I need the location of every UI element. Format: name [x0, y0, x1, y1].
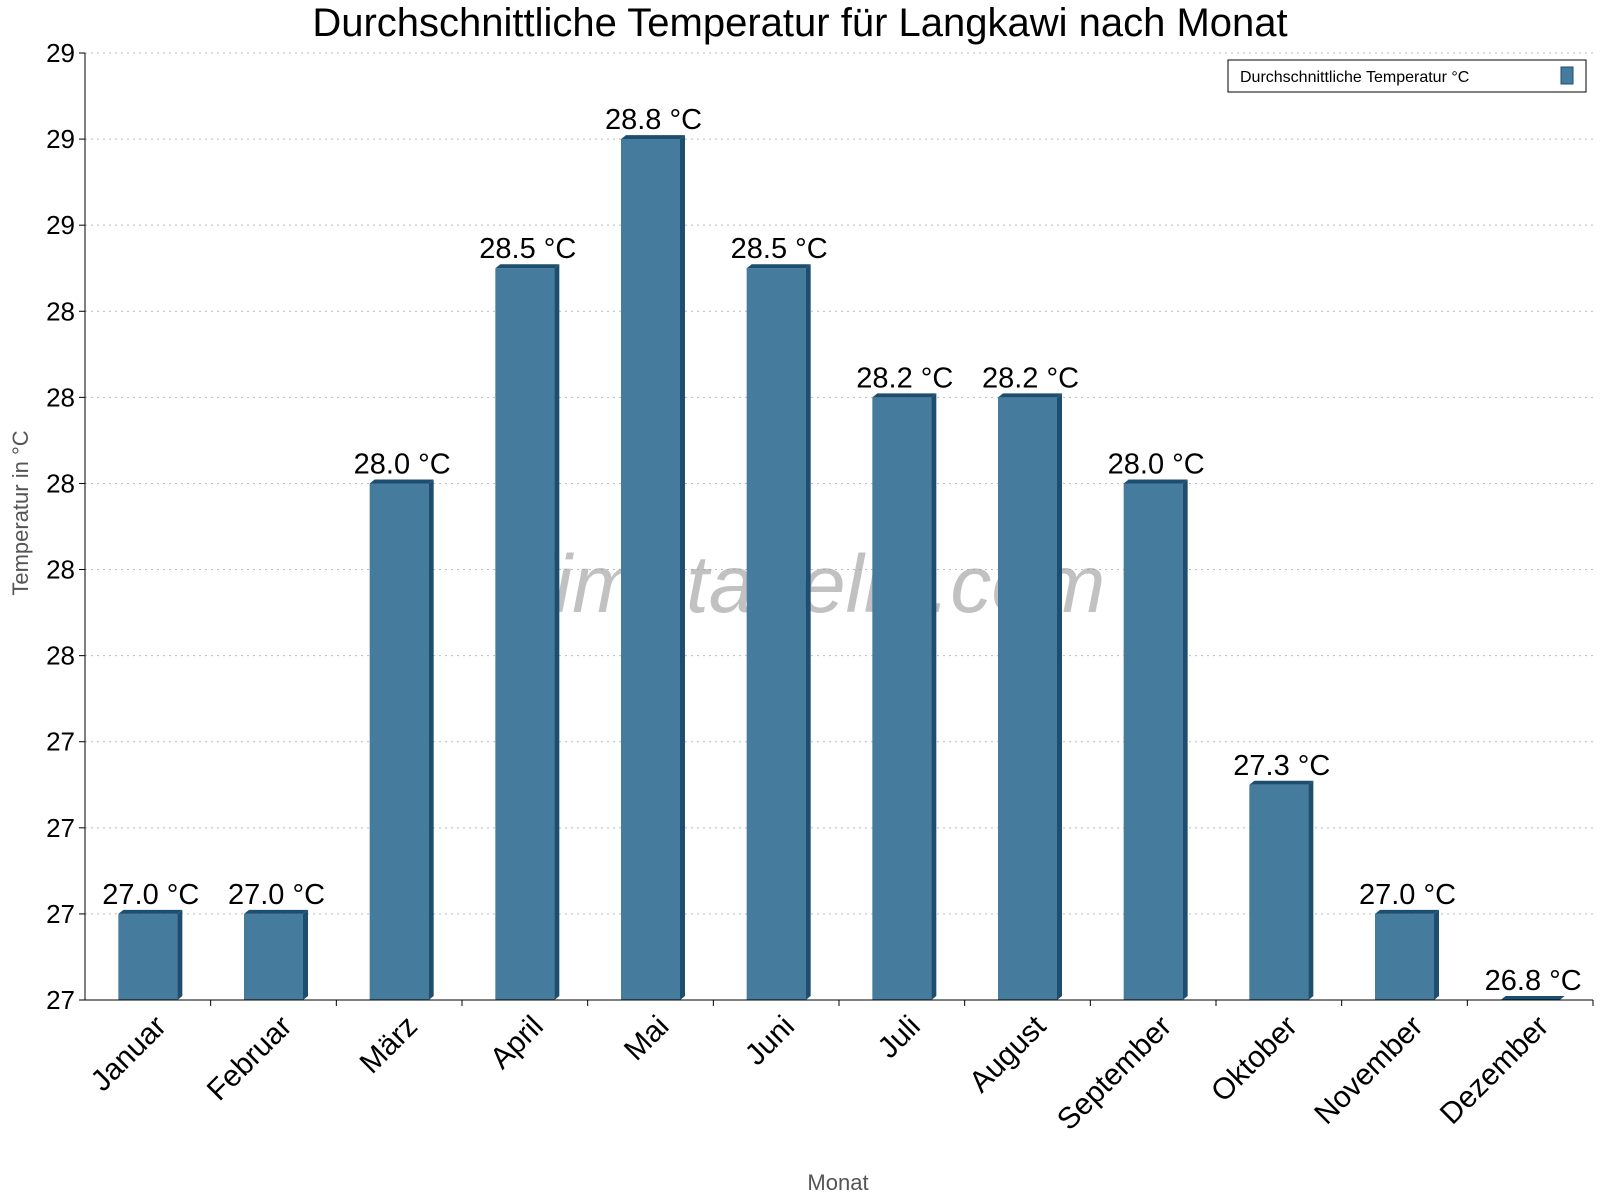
- data-label: 28.2 °C: [982, 362, 1079, 394]
- bar-side: [303, 909, 308, 1000]
- bar-side: [805, 264, 811, 1000]
- bar: [621, 139, 680, 1000]
- bar-side: [428, 479, 434, 1000]
- y-tick-label: 28: [46, 382, 75, 412]
- data-label: 28.0 °C: [1108, 448, 1205, 480]
- data-label: 28.0 °C: [354, 448, 451, 480]
- bar-side: [1308, 780, 1314, 1000]
- y-tick-label: 27: [46, 813, 75, 843]
- y-tick-label: 28: [46, 641, 75, 671]
- bar: [872, 397, 932, 1000]
- bar-top: [118, 909, 183, 914]
- x-tick-label: April: [484, 1010, 550, 1076]
- x-tick-label: März: [354, 1010, 424, 1080]
- bar-side: [931, 393, 937, 1000]
- x-tick-label: Juni: [739, 1010, 801, 1072]
- bar-side: [1057, 393, 1062, 1000]
- bar: [998, 397, 1057, 1000]
- y-tick-label: 28: [46, 555, 75, 585]
- bar-side: [177, 909, 183, 1000]
- bar-side: [1182, 479, 1188, 1000]
- data-label: 28.5 °C: [731, 233, 828, 265]
- data-label: 27.0 °C: [102, 879, 199, 911]
- bar-top: [369, 479, 434, 484]
- data-label: 26.8 °C: [1485, 965, 1582, 997]
- x-tick-label: November: [1308, 1010, 1429, 1131]
- data-label: 27.0 °C: [228, 879, 325, 911]
- bar-top: [1249, 780, 1314, 785]
- x-tick-label: August: [963, 1009, 1053, 1099]
- bar: [1123, 483, 1183, 1000]
- x-tick-label: Januar: [85, 1010, 173, 1098]
- y-tick-label: 29: [46, 124, 75, 154]
- grid: [85, 52, 1593, 915]
- legend-label: Durchschnittliche Temperatur °C: [1240, 69, 1469, 86]
- x-axis-label: Monat: [807, 1170, 868, 1195]
- chart-title: Durchschnittliche Temperatur für Langkaw…: [312, 1, 1287, 45]
- bar-top: [1500, 996, 1565, 1000]
- bar-top: [998, 393, 1062, 398]
- bar-top: [244, 909, 308, 914]
- x-tick-label: Oktober: [1205, 1010, 1304, 1109]
- y-axis-label: Temperatur in °C: [8, 430, 33, 595]
- x-tick-label: Dezember: [1434, 1010, 1555, 1131]
- bar: [1375, 913, 1434, 1000]
- bar-top: [1375, 909, 1439, 914]
- bar: [746, 268, 806, 1000]
- bar-top: [872, 393, 937, 398]
- bar-side: [554, 264, 560, 1000]
- bar-top: [746, 264, 811, 269]
- bar: [495, 268, 555, 1000]
- data-label: 28.8 °C: [605, 104, 702, 136]
- bar: [244, 913, 303, 1000]
- x-tick-label: Juli: [872, 1010, 927, 1065]
- bar: [369, 483, 429, 1000]
- y-tick-label: 27: [46, 899, 75, 929]
- data-label: 28.2 °C: [856, 362, 953, 394]
- legend-swatch: [1560, 66, 1574, 85]
- bar-top: [495, 264, 560, 269]
- y-tick-label: 27: [46, 985, 75, 1015]
- y-tick-label: 29: [46, 210, 75, 240]
- legend[interactable]: Durchschnittliche Temperatur °C: [1227, 59, 1587, 93]
- bar-side: [1434, 909, 1439, 1000]
- y-tick-label: 29: [46, 38, 75, 68]
- data-label: 28.5 °C: [479, 233, 576, 265]
- x-tick-label: Mai: [618, 1010, 676, 1068]
- y-tick-label: 28: [46, 296, 75, 326]
- bar-top: [621, 135, 685, 140]
- x-tick-label: Februar: [201, 1010, 299, 1108]
- legend-box: [1227, 59, 1587, 93]
- x-tick-label: September: [1051, 1010, 1178, 1137]
- bar: [118, 913, 178, 1000]
- bar-side: [680, 135, 685, 1000]
- y-tick-label: 27: [46, 727, 75, 757]
- bar: [1249, 784, 1309, 1000]
- data-label: 27.3 °C: [1233, 750, 1330, 782]
- y-tick-label: 28: [46, 468, 75, 498]
- bars: 27.0 °C 27.0 °C 28.0 °C 28.5 °C 28.8 °C 28.5 …: [102, 104, 1582, 1000]
- bar-top: [1123, 479, 1188, 484]
- data-label: 27.0 °C: [1359, 879, 1456, 911]
